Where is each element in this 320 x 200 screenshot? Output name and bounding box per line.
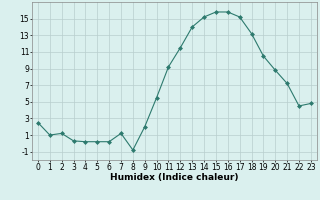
X-axis label: Humidex (Indice chaleur): Humidex (Indice chaleur) xyxy=(110,173,239,182)
